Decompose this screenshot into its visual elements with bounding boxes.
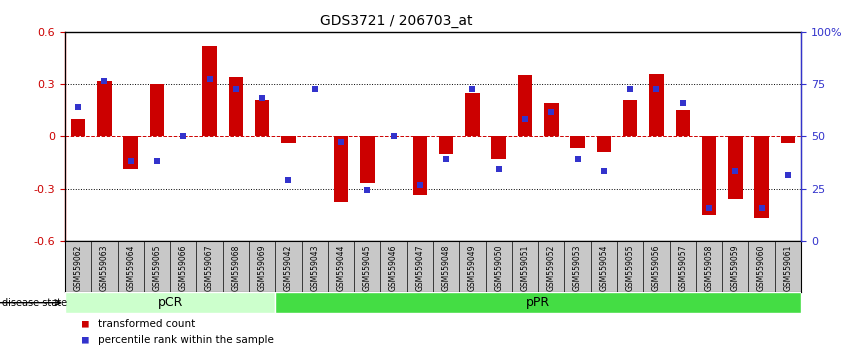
Text: GSM559055: GSM559055	[625, 245, 635, 291]
Bar	[701, 136, 716, 215]
Point	[360, 187, 374, 193]
Bar	[597, 136, 611, 152]
Bar	[124, 136, 138, 169]
Bar	[780, 136, 795, 143]
Text: pCR: pCR	[158, 296, 183, 309]
Text: GSM559044: GSM559044	[337, 245, 346, 291]
Point	[518, 116, 532, 122]
Text: transformed count: transformed count	[98, 319, 195, 329]
Text: GSM559054: GSM559054	[599, 245, 609, 291]
Bar	[465, 93, 480, 136]
Text: GSM559051: GSM559051	[520, 245, 529, 291]
Text: GSM559060: GSM559060	[757, 245, 766, 291]
Bar	[360, 136, 374, 183]
Bar	[518, 75, 533, 136]
Point	[124, 158, 138, 164]
Text: GSM559066: GSM559066	[178, 245, 188, 291]
Point	[754, 205, 768, 211]
Bar	[65, 292, 275, 313]
Text: GSM559064: GSM559064	[126, 245, 135, 291]
Text: ■: ■	[82, 319, 89, 329]
Text: GSM559045: GSM559045	[363, 245, 372, 291]
Bar	[203, 46, 216, 136]
Bar	[333, 136, 348, 202]
Point	[71, 104, 85, 109]
Point	[98, 78, 112, 84]
Text: percentile rank within the sample: percentile rank within the sample	[98, 335, 274, 345]
Text: GSM559050: GSM559050	[494, 245, 503, 291]
Point	[334, 139, 348, 144]
Point	[728, 168, 742, 174]
Text: GSM559042: GSM559042	[284, 245, 293, 291]
Text: GSM559052: GSM559052	[546, 245, 556, 291]
Point	[229, 86, 242, 92]
Bar	[623, 100, 637, 136]
Text: ■: ■	[82, 335, 89, 345]
Text: GSM559049: GSM559049	[468, 245, 477, 291]
Text: pPR: pPR	[526, 296, 550, 309]
Text: GSM559068: GSM559068	[231, 245, 241, 291]
Point	[386, 133, 400, 139]
Bar	[229, 77, 243, 136]
Point	[492, 166, 506, 172]
Point	[307, 86, 321, 92]
Bar	[754, 136, 769, 218]
Point	[675, 101, 689, 106]
Point	[203, 76, 216, 82]
Text: GSM559067: GSM559067	[205, 245, 214, 291]
Point	[702, 205, 716, 211]
Text: disease state: disease state	[2, 298, 67, 308]
Point	[624, 86, 637, 92]
Bar	[255, 100, 269, 136]
Bar	[492, 136, 506, 159]
Point	[571, 156, 585, 162]
Text: GSM559063: GSM559063	[100, 245, 109, 291]
Text: GSM559057: GSM559057	[678, 245, 688, 291]
Text: GSM559053: GSM559053	[573, 245, 582, 291]
Bar	[544, 103, 559, 136]
Text: GSM559048: GSM559048	[442, 245, 450, 291]
Text: GSM559061: GSM559061	[784, 245, 792, 291]
Text: GSM559069: GSM559069	[257, 245, 267, 291]
Bar	[71, 119, 86, 136]
Bar	[275, 292, 801, 313]
Point	[466, 86, 480, 92]
Text: GSM559058: GSM559058	[705, 245, 714, 291]
Bar	[675, 110, 690, 136]
Bar	[571, 136, 585, 148]
Bar	[150, 84, 165, 136]
Point	[177, 133, 191, 139]
Text: GSM559062: GSM559062	[74, 245, 82, 291]
Point	[413, 182, 427, 188]
Text: GSM559043: GSM559043	[310, 245, 320, 291]
Text: GSM559047: GSM559047	[416, 245, 424, 291]
Point	[150, 158, 164, 164]
Title: GDS3721 / 206703_at: GDS3721 / 206703_at	[320, 14, 473, 28]
Bar	[650, 74, 663, 136]
Bar	[728, 136, 742, 199]
Text: GSM559065: GSM559065	[152, 245, 161, 291]
Bar	[97, 81, 112, 136]
Bar	[281, 136, 295, 143]
Point	[255, 95, 269, 101]
Bar	[412, 136, 427, 195]
Bar	[439, 136, 454, 154]
Point	[545, 109, 559, 115]
Point	[650, 86, 663, 92]
Text: GSM559046: GSM559046	[389, 245, 398, 291]
Point	[281, 177, 295, 183]
Point	[781, 172, 795, 177]
Point	[439, 156, 453, 162]
Text: GSM559059: GSM559059	[731, 245, 740, 291]
Text: GSM559056: GSM559056	[652, 245, 661, 291]
Point	[597, 168, 611, 174]
